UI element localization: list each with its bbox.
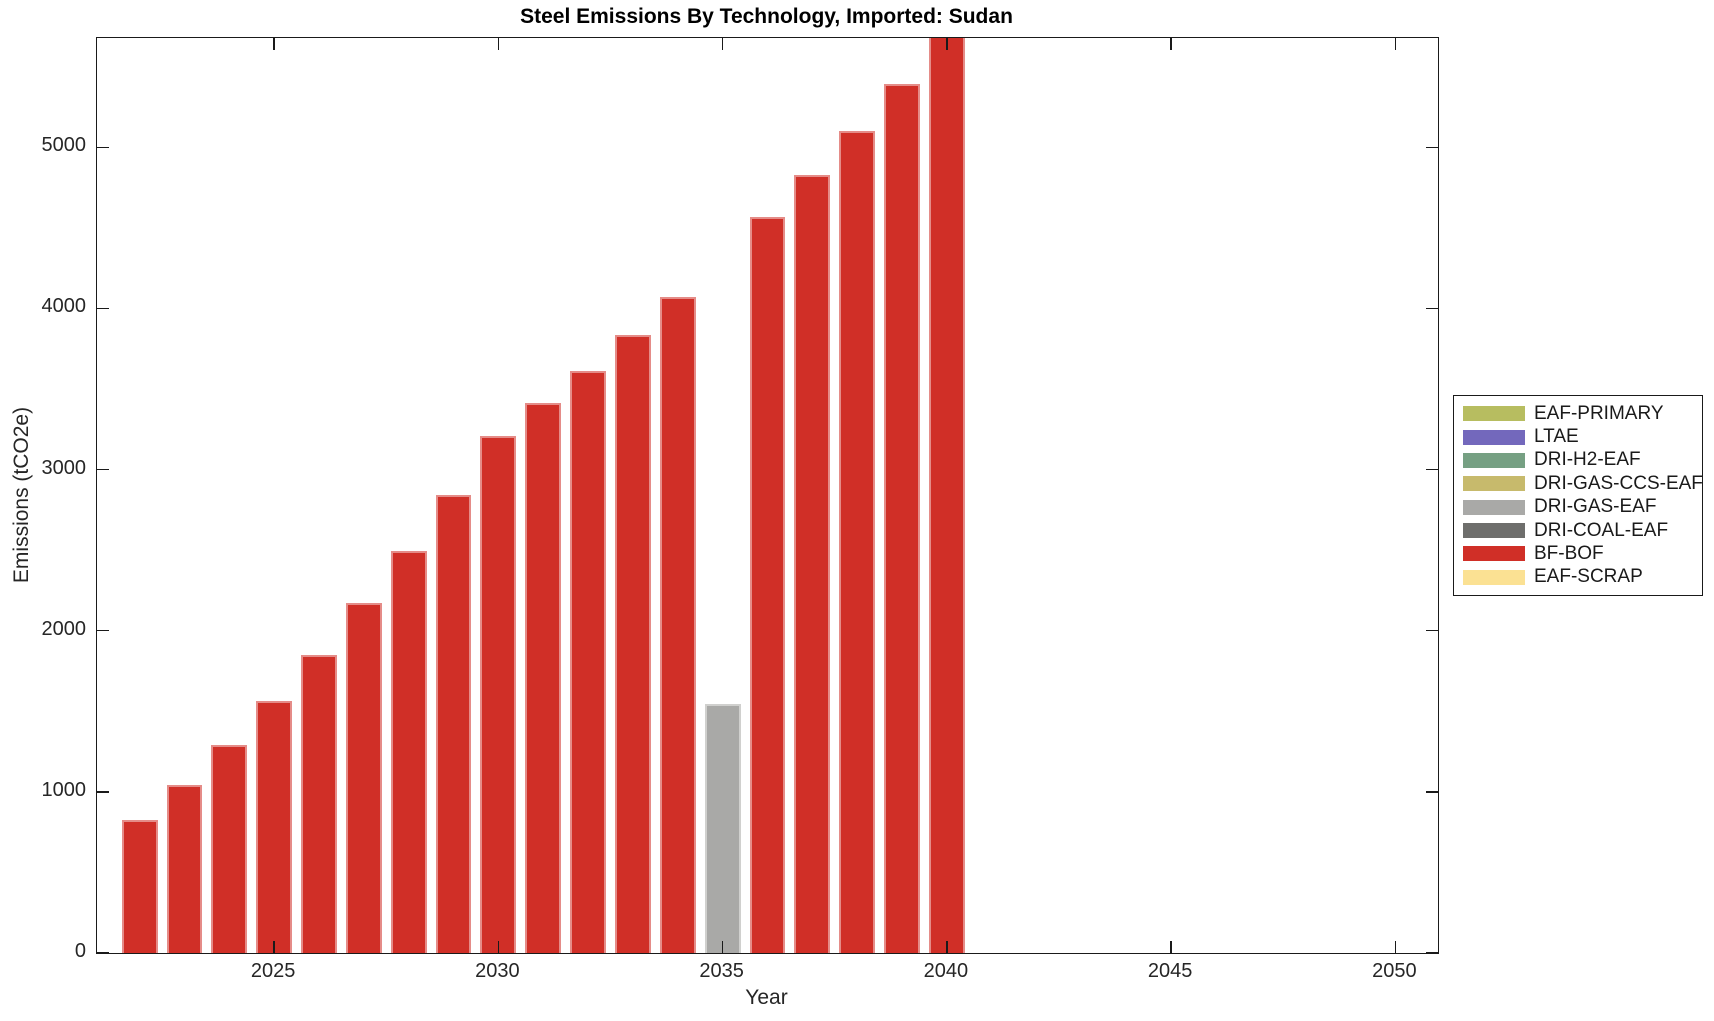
legend-label-EAF-SCRAP: EAF-SCRAP	[1534, 566, 1643, 588]
legend-swatch-LTAE	[1463, 429, 1525, 445]
x-tick-bottom-2045	[1170, 941, 1172, 953]
y-tick-label-5000: 5000	[41, 134, 87, 157]
x-tick-label-2050: 2050	[1372, 960, 1417, 982]
x-tick-bottom-2030	[497, 941, 500, 953]
legend-entry-DRI-GAS-EAF: DRI-GAS-EAF	[1454, 496, 1702, 519]
bar-2029-BF-BOF	[435, 495, 472, 953]
y-tick-label-3000: 3000	[41, 456, 87, 479]
legend-swatch-DRI-GAS-CCS-EAF	[1463, 476, 1525, 492]
bar-2030-BF-BOF	[480, 435, 517, 953]
y-tick-left-0	[97, 952, 109, 954]
legend-swatch-DRI-COAL-EAF	[1463, 523, 1525, 539]
bar-2024-BF-BOF	[211, 745, 248, 953]
legend-label-LTAE: LTAE	[1534, 426, 1579, 448]
x-tick-bottom-2050	[1394, 941, 1397, 953]
bar-2031-BF-BOF	[525, 403, 562, 953]
x-tick-top-2050	[1394, 38, 1397, 50]
y-tick-right-3000	[1426, 468, 1438, 471]
bar-2022-BF-BOF	[121, 820, 158, 953]
bar-2038-BF-BOF	[839, 131, 876, 953]
x-tick-top-2040	[946, 38, 948, 50]
x-tick-bottom-2035	[721, 941, 724, 953]
y-tick-label-4000: 4000	[41, 295, 87, 318]
legend-label-DRI-COAL-EAF: DRI-COAL-EAF	[1534, 519, 1669, 541]
bar-2028-BF-BOF	[390, 550, 427, 953]
bar-2035-DRI-GAS-EAF	[704, 704, 741, 953]
y-tick-left-4000	[97, 307, 109, 310]
legend-entry-BF-BOF: BF-BOF	[1454, 542, 1702, 565]
legend-entry-EAF-PRIMARY: EAF-PRIMARY	[1454, 402, 1702, 425]
y-tick-right-0	[1426, 952, 1438, 954]
y-axis-label: Emissions (tCO2e)	[10, 406, 33, 584]
bar-2026-BF-BOF	[301, 654, 337, 953]
bar-2032-BF-BOF	[570, 371, 607, 953]
x-axis-label: Year	[745, 986, 788, 1009]
y-tick-label-0: 0	[74, 940, 86, 962]
y-tick-right-1000	[1426, 791, 1438, 793]
legend-entry-DRI-COAL-EAF: DRI-COAL-EAF	[1454, 519, 1702, 542]
x-tick-bottom-2025	[273, 941, 275, 953]
legend-swatch-DRI-H2-EAF	[1463, 452, 1525, 468]
bar-2036-BF-BOF	[749, 217, 786, 953]
x-tick-label-2040: 2040	[923, 960, 969, 982]
legend-entry-DRI-GAS-CCS-EAF: DRI-GAS-CCS-EAF	[1454, 472, 1703, 495]
bar-2039-BF-BOF	[884, 84, 920, 953]
bar-2025-BF-BOF	[256, 700, 293, 953]
y-tick-left-1000	[97, 791, 109, 793]
bar-2033-BF-BOF	[615, 335, 651, 953]
bar-2040-BF-BOF	[928, 38, 965, 953]
x-tick-label-2035: 2035	[699, 960, 744, 982]
legend-label-DRI-GAS-CCS-EAF: DRI-GAS-CCS-EAF	[1534, 472, 1703, 494]
legend-label-DRI-GAS-EAF: DRI-GAS-EAF	[1534, 496, 1657, 518]
y-tick-left-3000	[97, 468, 109, 471]
x-tick-top-2030	[497, 38, 500, 50]
legend-entry-DRI-H2-EAF: DRI-H2-EAF	[1454, 449, 1702, 472]
bars-layer	[97, 38, 1438, 953]
bar-2023-BF-BOF	[166, 784, 203, 953]
legend-swatch-DRI-GAS-EAF	[1463, 499, 1525, 515]
chart-title: Steel Emissions By Technology, Imported:…	[520, 5, 1013, 28]
legend-entry-EAF-SCRAP: EAF-SCRAP	[1454, 566, 1702, 589]
legend: EAF-PRIMARY LTAE DRI-H2-EAF DRI-GAS-CCS-EAF…	[1453, 395, 1703, 596]
y-tick-label-1000: 1000	[41, 778, 87, 801]
plot-area	[96, 37, 1439, 954]
x-tick-top-2025	[273, 38, 275, 50]
x-tick-label-2025: 2025	[250, 960, 296, 982]
bar-2027-BF-BOF	[345, 603, 382, 953]
legend-swatch-BF-BOF	[1463, 546, 1525, 562]
x-tick-label-2045: 2045	[1147, 960, 1193, 982]
legend-swatch-EAF-PRIMARY	[1463, 406, 1525, 422]
y-tick-right-2000	[1426, 629, 1438, 632]
legend-label-BF-BOF: BF-BOF	[1534, 542, 1604, 564]
legend-entry-LTAE: LTAE	[1454, 425, 1702, 448]
y-tick-left-2000	[97, 629, 109, 632]
x-tick-label-2030: 2030	[475, 960, 520, 982]
legend-swatch-EAF-SCRAP	[1463, 569, 1525, 585]
legend-label-EAF-PRIMARY: EAF-PRIMARY	[1534, 402, 1664, 424]
x-tick-top-2035	[721, 38, 724, 50]
x-tick-bottom-2040	[946, 941, 948, 953]
x-tick-top-2045	[1170, 38, 1172, 50]
bar-2037-BF-BOF	[794, 175, 831, 953]
y-tick-left-5000	[97, 146, 109, 148]
y-tick-label-2000: 2000	[41, 617, 87, 640]
bar-2034-BF-BOF	[659, 297, 696, 953]
y-tick-right-5000	[1426, 146, 1438, 148]
legend-label-DRI-H2-EAF: DRI-H2-EAF	[1534, 449, 1641, 471]
y-tick-right-4000	[1426, 307, 1438, 310]
